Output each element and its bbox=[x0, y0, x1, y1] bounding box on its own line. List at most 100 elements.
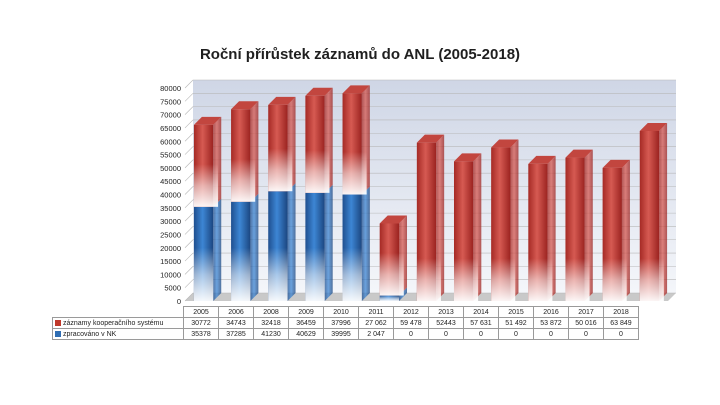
table-value: 0 bbox=[463, 328, 499, 340]
bar-group-2011 bbox=[379, 215, 408, 301]
bar-highlight-2015 bbox=[528, 258, 553, 301]
bar-zpracovano-2010-side bbox=[361, 186, 370, 301]
bar-highlight-2009 bbox=[305, 150, 330, 193]
table-value: 41230 bbox=[253, 328, 289, 340]
table-value: 0 bbox=[603, 328, 639, 340]
bar-group-2009 bbox=[305, 87, 333, 301]
bar-highlight-2013 bbox=[453, 258, 479, 301]
bar-highlight-2008 bbox=[268, 148, 293, 192]
y-tick-label: 15000 bbox=[160, 257, 181, 266]
bar-highlight-2016 bbox=[565, 258, 590, 301]
table-value: 39995 bbox=[323, 328, 359, 340]
bar-highlight-blue-2011 bbox=[379, 295, 400, 301]
bar-top-2009 bbox=[305, 87, 333, 96]
table-value: 0 bbox=[533, 328, 569, 340]
bar-zpracovano-2008-side bbox=[287, 183, 296, 301]
y-tick-label: 10000 bbox=[160, 270, 181, 279]
table-value: 51 492 bbox=[498, 317, 534, 329]
bar-kooperace-2018-side bbox=[659, 123, 668, 301]
y-tick-label: 5000 bbox=[164, 284, 181, 293]
table-category-2017: 2017 bbox=[568, 306, 604, 318]
gridline-depth bbox=[184, 172, 194, 182]
table-category-2015: 2015 bbox=[498, 306, 534, 318]
gridline-depth bbox=[184, 146, 194, 155]
gridline-depth bbox=[184, 186, 194, 195]
legend-swatch bbox=[55, 319, 61, 326]
table-value: 36459 bbox=[288, 317, 324, 329]
gridline-depth bbox=[184, 119, 194, 129]
table-category-2013: 2013 bbox=[428, 306, 464, 318]
bar-highlight-blue-2005 bbox=[193, 247, 214, 301]
table-value: 50 016 bbox=[568, 317, 604, 329]
table-row: záznamy kooperačního systému 30772 34743 32… bbox=[52, 317, 639, 329]
table-value: 52443 bbox=[428, 317, 464, 329]
table-value: 32418 bbox=[253, 317, 289, 329]
table-category-2011: 2011 bbox=[358, 306, 394, 318]
bar-highlight-2018 bbox=[639, 258, 664, 301]
bar-group-2008 bbox=[268, 96, 296, 301]
bar-highlight-2017 bbox=[602, 258, 627, 301]
bar-group-2005 bbox=[193, 116, 222, 301]
bar-highlight-blue-2009 bbox=[305, 247, 325, 301]
bar-top-2010 bbox=[342, 85, 370, 94]
bar-highlight-2010 bbox=[342, 151, 367, 195]
bar-group-2018 bbox=[639, 123, 668, 301]
gridline-depth bbox=[184, 266, 194, 275]
gridline-depth bbox=[184, 212, 194, 222]
gridline-depth bbox=[184, 226, 194, 235]
bar-top-2011 bbox=[379, 215, 408, 224]
bar-highlight-blue-2008 bbox=[268, 247, 288, 301]
table-value: 0 bbox=[393, 328, 429, 340]
table-value: 0 bbox=[568, 328, 604, 340]
y-tick-label: 40000 bbox=[160, 191, 181, 200]
bar-top-2005 bbox=[193, 116, 222, 125]
bar-group-2012 bbox=[416, 134, 445, 301]
gridline-depth bbox=[184, 159, 194, 169]
table-value: 53 872 bbox=[533, 317, 569, 329]
gridline-depth bbox=[184, 252, 194, 262]
bar-zpracovano-2006-side bbox=[250, 193, 259, 301]
gridline-depth bbox=[184, 279, 194, 288]
series-label: zpracováno v NK bbox=[52, 328, 184, 340]
y-tick-label: 60000 bbox=[160, 137, 181, 146]
bar-top-2017 bbox=[602, 159, 630, 168]
y-tick-label: 0 bbox=[177, 297, 181, 306]
table-category-2008: 2008 bbox=[253, 306, 289, 318]
table-value: 57 631 bbox=[463, 317, 499, 329]
bar-top-2018 bbox=[639, 123, 668, 132]
gridline-depth bbox=[184, 199, 194, 209]
table-value: 0 bbox=[498, 328, 534, 340]
y-tick-label: 75000 bbox=[160, 97, 181, 106]
gridline-depth bbox=[184, 93, 194, 102]
bar-highlight-2011 bbox=[379, 252, 404, 296]
bar-zpracovano-2009-side bbox=[324, 184, 333, 301]
bar-top-2014 bbox=[491, 139, 519, 148]
table-category-2018: 2018 bbox=[603, 306, 639, 318]
bar-group-2015 bbox=[528, 155, 556, 301]
table-value: 37996 bbox=[323, 317, 359, 329]
bar-zpracovano-2005-side bbox=[213, 198, 222, 301]
table-category-2016: 2016 bbox=[533, 306, 569, 318]
series-label: záznamy kooperačního systému bbox=[52, 317, 184, 329]
table-category-2009: 2009 bbox=[288, 306, 324, 318]
bar-highlight-blue-2010 bbox=[342, 247, 362, 301]
table-header-row: 2005 2006 2008 2009 2010 2011 2012 2013 2014 2015… bbox=[52, 306, 639, 318]
y-tick-label: 45000 bbox=[160, 177, 181, 186]
table-category-2005: 2005 bbox=[183, 306, 219, 318]
y-tick-label: 55000 bbox=[160, 151, 181, 160]
bar-group-2013 bbox=[453, 153, 482, 301]
gridline-depth bbox=[184, 239, 194, 248]
table-value: 34743 bbox=[218, 317, 254, 329]
bar-highlight-blue-2006 bbox=[231, 247, 251, 301]
table-category-2014: 2014 bbox=[463, 306, 499, 318]
table-value: 59 478 bbox=[393, 317, 429, 329]
bar-group-2010 bbox=[342, 85, 370, 301]
table-value: 0 bbox=[428, 328, 464, 340]
table-category-2006: 2006 bbox=[218, 306, 254, 318]
bar-top-2012 bbox=[416, 134, 445, 143]
table-value: 40629 bbox=[288, 328, 324, 340]
y-tick-label: 50000 bbox=[160, 164, 181, 173]
gridline-depth bbox=[184, 133, 194, 142]
y-tick-label: 25000 bbox=[160, 230, 181, 239]
